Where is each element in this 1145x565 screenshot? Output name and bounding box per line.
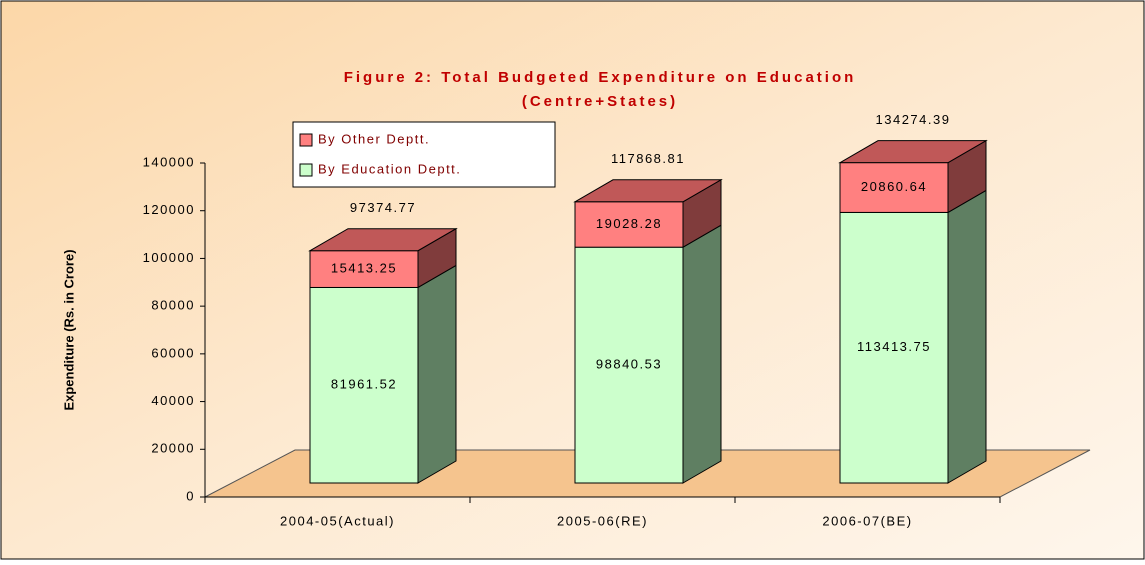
total-label: 97374.77: [350, 200, 416, 215]
chart-subtitle: (Centre+States): [522, 93, 678, 110]
y-tick-label: 40000: [151, 393, 195, 408]
bar: [574, 246, 684, 484]
value-label: 15413.25: [331, 261, 397, 276]
bar: [574, 201, 684, 248]
legend-label: By Education Deptt.: [318, 161, 461, 176]
x-tick-label: 2006-07(BE): [822, 513, 912, 528]
x-tick-label: 2005-06(RE): [557, 513, 648, 528]
bar-top: [308, 228, 458, 252]
bar-side: [947, 189, 987, 484]
bar: [839, 162, 949, 213]
value-label: 113413.75: [857, 339, 931, 354]
value-label: 98840.53: [596, 357, 662, 372]
bar: [309, 286, 419, 484]
legend-swatch: [299, 163, 313, 177]
y-tick-label: 80000: [151, 298, 195, 313]
total-label: 134274.39: [876, 112, 951, 127]
bar-side: [682, 224, 722, 484]
value-label: 19028.28: [596, 216, 662, 231]
total-label: 117868.81: [611, 151, 685, 166]
x-tick-label: 2004-05(Actual): [280, 513, 395, 528]
y-tick-label: 20000: [151, 441, 195, 456]
bar-side: [417, 264, 457, 484]
legend-label: By Other Deptt.: [318, 131, 430, 146]
legend-swatch: [299, 133, 313, 147]
bar-top: [573, 179, 723, 203]
y-tick-label: 60000: [151, 345, 195, 360]
value-label: 81961.52: [331, 377, 397, 392]
value-label: 20860.64: [861, 179, 927, 194]
bar-top: [838, 140, 988, 164]
legend: [292, 121, 556, 188]
y-axis-label: Expenditure (Rs. in Crore): [61, 249, 76, 410]
chart-title: Figure 2: Total Budgeted Expenditure on …: [344, 69, 857, 86]
y-tick-label: 120000: [143, 202, 195, 217]
y-tick-label: 100000: [143, 250, 195, 265]
bar: [309, 250, 419, 288]
bar: [839, 211, 949, 484]
y-tick-label: 140000: [143, 154, 195, 169]
y-tick-label: 0: [186, 488, 195, 503]
